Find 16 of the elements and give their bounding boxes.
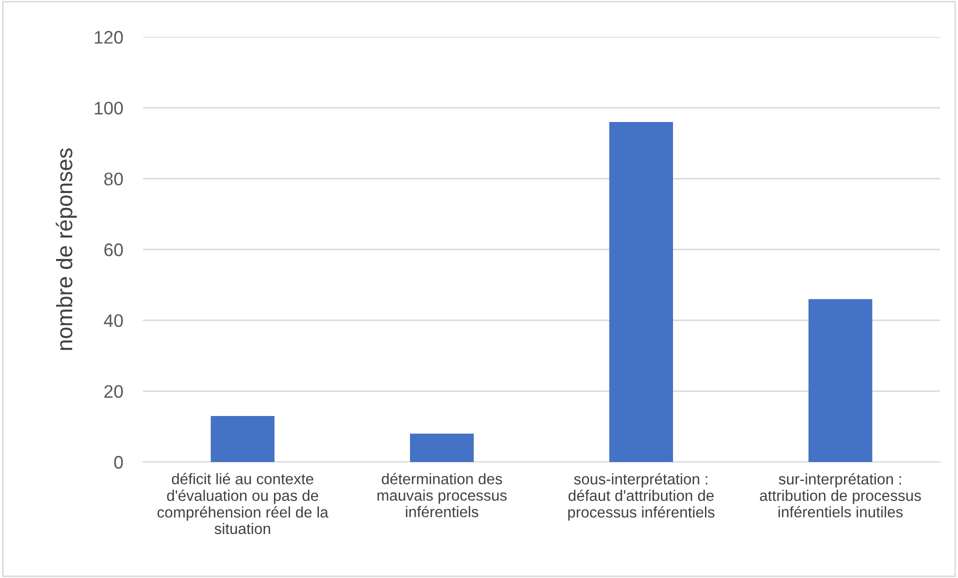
y-axis-title: nombre de réponses (56, 148, 77, 350)
x-tick-label: sur-interprétation : attribution de processus inférentiels inutiles (760, 473, 921, 518)
y-tick-label: 0 (114, 456, 123, 469)
x-tick-label: détermination des mauvais processus inférentiels (378, 472, 507, 518)
y-tick-label: 120 (94, 30, 123, 44)
x-tick-label: déficit lié au contexte d'évaluation ou pas de compréhension réel de la situation (158, 472, 328, 534)
bar (210, 416, 275, 462)
bar (609, 122, 674, 462)
y-tick-label: 20 (104, 385, 123, 398)
bar (808, 299, 872, 462)
y-tick-label: 60 (104, 243, 123, 256)
y-tick-label: 80 (104, 172, 123, 186)
y-tick-label: 100 (94, 102, 123, 115)
bar (410, 434, 474, 462)
x-tick-label: sous-interprétation : défaut d'attribution de processus inférentiels (568, 473, 714, 521)
y-tick-label: 40 (104, 314, 123, 328)
